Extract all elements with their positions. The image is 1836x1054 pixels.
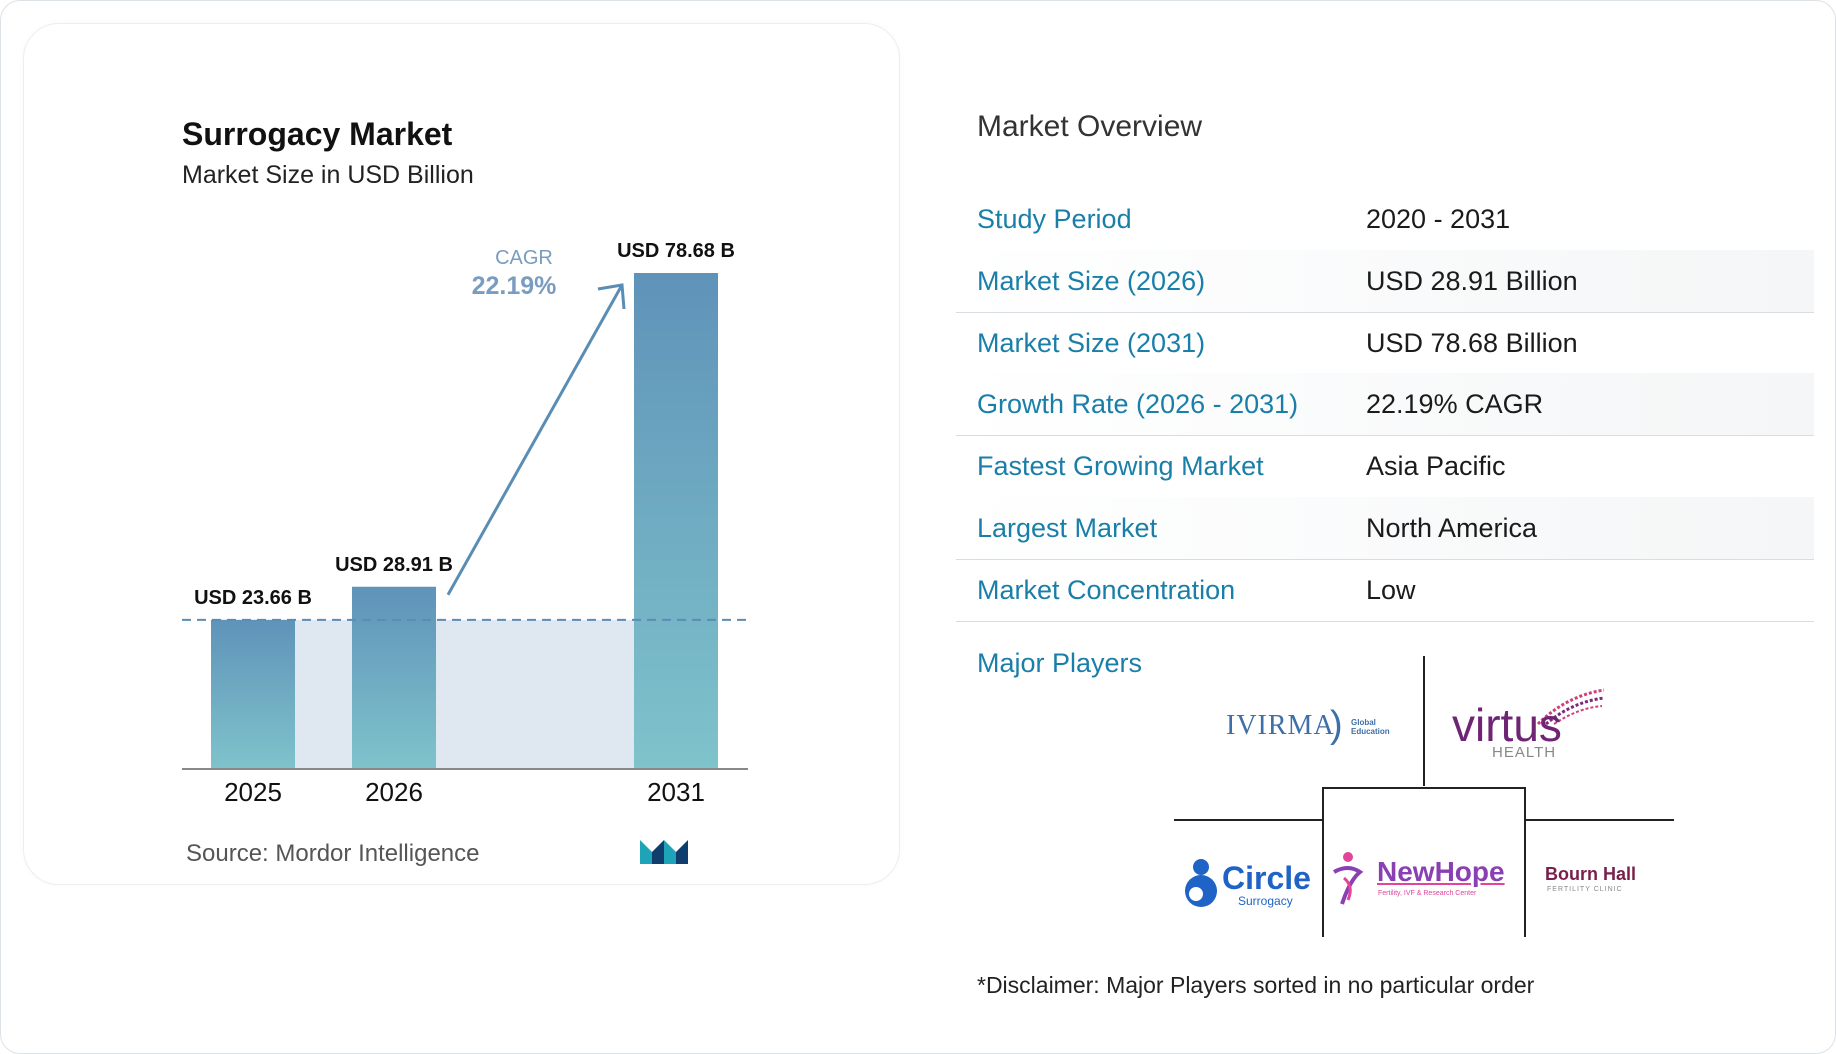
overview-row-value: 2020 - 2031 (1366, 204, 1511, 234)
circle-logo: Circle Surrogacy (1182, 856, 1322, 910)
bar-2025 (211, 619, 295, 769)
bourn-hall-tagline: FERTILITY CLINIC (1547, 886, 1623, 893)
players-divider (1423, 656, 1425, 786)
players-divider (1323, 787, 1525, 789)
bar-2031 (634, 273, 718, 769)
overview-row: Fastest Growing Market Asia Pacific (956, 435, 1814, 498)
players-divider (1174, 819, 1323, 821)
mordor-intelligence-logo (638, 836, 690, 871)
circle-person-icon (1185, 859, 1217, 907)
bar-2026 (352, 586, 436, 769)
chart-subtitle: Market Size in USD Billion (182, 161, 474, 189)
data-label: USD 23.66 B (194, 587, 312, 609)
players-divider (1524, 787, 1526, 937)
overview-row-value: USD 28.91 Billion (1366, 266, 1578, 296)
overview-row-value: Asia Pacific (1366, 451, 1506, 481)
data-label: USD 28.91 B (335, 554, 453, 576)
overview-row: Largest Market North America (956, 497, 1814, 560)
cagr-value: 22.19% (472, 272, 557, 300)
overview-row-value: Low (1366, 575, 1416, 605)
virtus-tagline: HEALTH (1492, 744, 1557, 761)
overview-row: Market Size (2026) USD 28.91 Billion (956, 250, 1814, 313)
overview-row-value: 22.19% CAGR (1366, 389, 1544, 419)
overview-row: Study Period 2020 - 2031 (956, 188, 1814, 251)
ivirma-name: IVIRMA (1226, 710, 1335, 741)
overview-row: Market Concentration Low (956, 559, 1814, 622)
overview-row-label: Market Size (2026) (977, 266, 1206, 296)
overview-row-label: Market Size (2031) (977, 328, 1206, 358)
cagr-arrow (446, 284, 624, 596)
bourn-hall-logo: Bourn Hall FERTILITY CLINIC (1545, 864, 1655, 904)
players-divider (1525, 819, 1674, 821)
ivirma-tagline: Global Education (1351, 718, 1390, 736)
cagr-label: CAGR (495, 247, 553, 269)
chart-source: Source: Mordor Intelligence (186, 840, 480, 867)
cagr-arrow-head (597, 283, 626, 310)
x-tick-label: 2026 (365, 777, 423, 807)
virtus-logo: virtus HEALTH (1452, 688, 1622, 761)
virtus-name: virtus (1452, 699, 1562, 751)
x-tick-label: 2031 (647, 777, 705, 807)
circle-tagline: Surrogacy (1238, 894, 1293, 908)
reference-band (211, 619, 718, 769)
chart-title: Surrogacy Market (182, 116, 453, 152)
overview-row: Market Size (2031) USD 78.68 Billion (956, 312, 1814, 375)
newhope-tagline: Fertility, IVF & Research Center (1378, 890, 1477, 897)
disclaimer: *Disclaimer: Major Players sorted in no … (977, 972, 1535, 998)
overview-row-label: Study Period (977, 204, 1132, 234)
newhope-logo: NewHope Fertility, IVF & Research Center (1330, 850, 1522, 910)
newhope-figure-icon (1333, 852, 1364, 905)
players-divider (1322, 787, 1324, 937)
virtus-swoosh-icon (1536, 688, 1605, 726)
overview-row: Growth Rate (2026 - 2031) 22.19% CAGR (956, 373, 1814, 436)
overview-row-label: Largest Market (977, 513, 1158, 543)
ivirma-bracket-icon: ) (1330, 704, 1343, 746)
bar-chart: USD 23.66 B 2025 USD 28.91 B 2026 USD 78.68 … (182, 240, 752, 807)
overview-row-value: USD 78.68 Billion (1366, 328, 1578, 358)
bourn-hall-name: Bourn Hall (1545, 864, 1637, 884)
major-players-label: Major Players (977, 648, 1143, 678)
x-tick-label: 2025 (224, 777, 282, 807)
overview-title: Market Overview (977, 110, 1203, 143)
overview-row-label: Market Concentration (977, 575, 1236, 605)
overview-row-label: Fastest Growing Market (977, 451, 1264, 481)
circle-name: Circle (1222, 860, 1311, 896)
overview-row-value: North America (1366, 513, 1538, 543)
ivirma-logo: IVIRMA ) Global Education (1226, 704, 1396, 750)
newhope-name: NewHope (1377, 856, 1505, 887)
overview-row-label: Growth Rate (2026 - 2031) (977, 389, 1299, 419)
data-label: USD 78.68 B (617, 240, 735, 262)
